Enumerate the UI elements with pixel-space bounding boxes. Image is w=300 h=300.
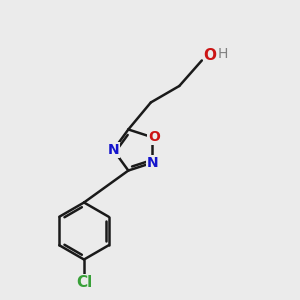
- Text: Cl: Cl: [76, 275, 92, 290]
- Text: O: O: [148, 130, 160, 144]
- Text: H: H: [218, 46, 228, 61]
- Text: O: O: [204, 49, 217, 64]
- Text: N: N: [108, 143, 119, 157]
- Text: N: N: [147, 156, 158, 170]
